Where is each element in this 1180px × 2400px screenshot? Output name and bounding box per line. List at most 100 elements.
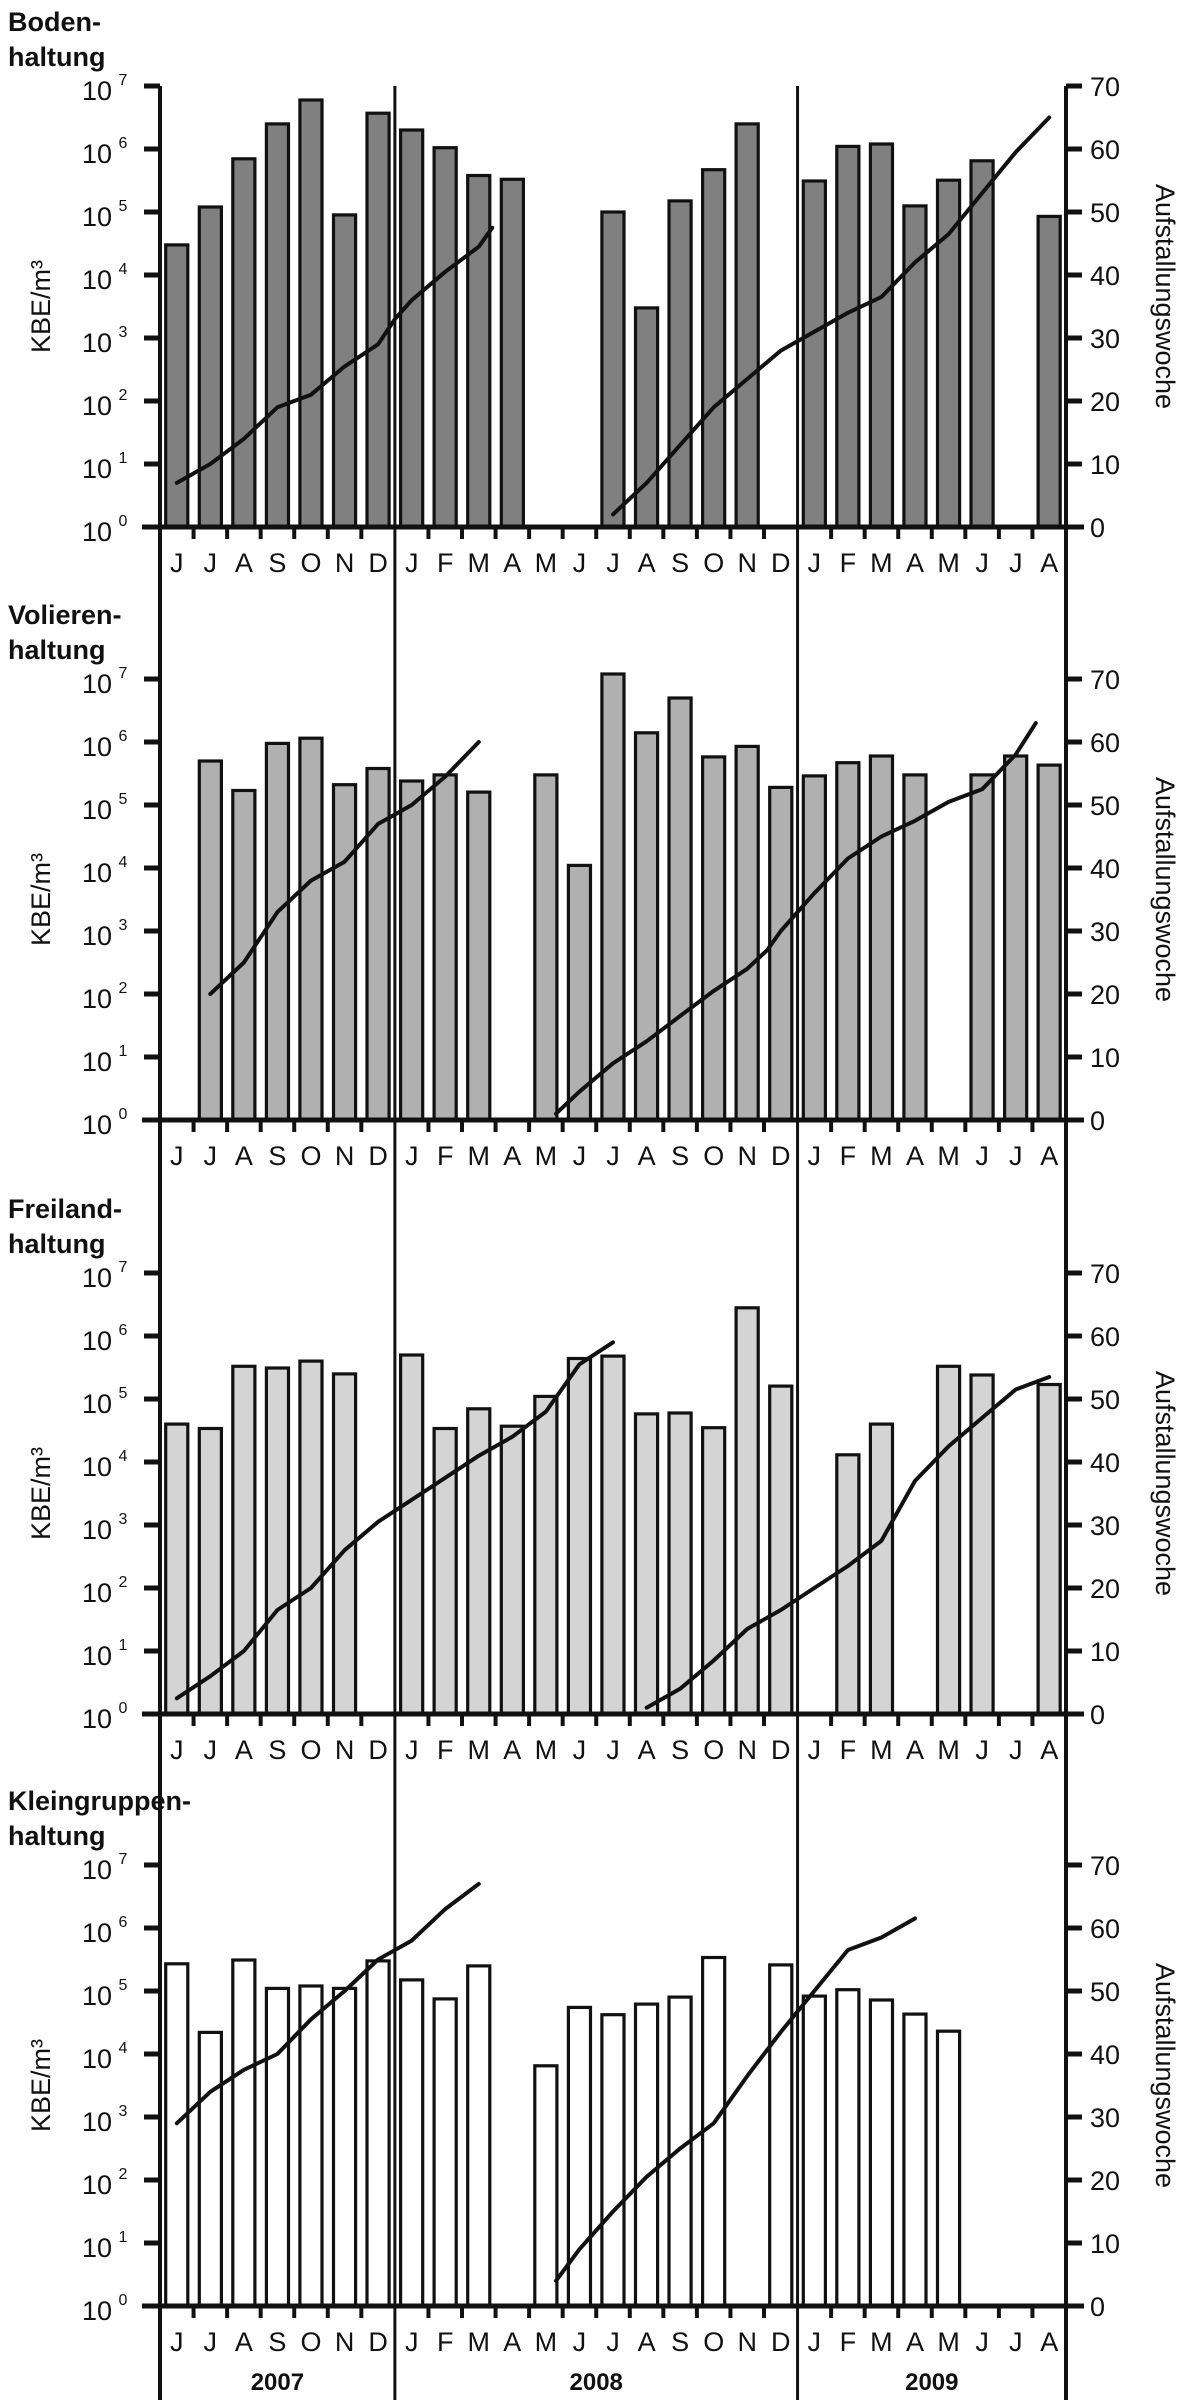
y2-tick-label: 0 <box>1090 2292 1105 2322</box>
month-label: J <box>808 1735 822 1765</box>
y2-tick-label: 70 <box>1090 72 1120 102</box>
month-label: A <box>1040 548 1058 578</box>
y-tick-label: 10 <box>82 1326 112 1356</box>
y-tick-label: 10 <box>82 328 112 358</box>
month-label: M <box>535 2327 558 2357</box>
y-tick-label: 10 <box>82 1515 112 1545</box>
month-label: F <box>840 2327 857 2357</box>
month-label: J <box>975 548 989 578</box>
bar-S-15 <box>667 1411 693 1716</box>
y-tick-exponent: 1 <box>119 2229 128 2246</box>
bar-A-14 <box>633 306 660 529</box>
month-label: F <box>840 1141 857 1171</box>
y-tick-label: 10 <box>82 1263 112 1293</box>
bar-A-14 <box>633 731 660 1122</box>
month-label: J <box>975 2327 989 2357</box>
y2-tick-label: 40 <box>1090 854 1120 884</box>
week-line-2 <box>554 1916 917 2283</box>
y2-tick-label: 70 <box>1090 1259 1120 1289</box>
bar-M-11 <box>533 1394 559 1716</box>
y-tick-label: 10 <box>82 2233 112 2263</box>
y2-tick-label: 50 <box>1090 198 1120 228</box>
y-tick-base: 10 <box>82 1918 112 1948</box>
bar-A-22 <box>902 2012 928 2308</box>
y2-axis-label: Aufstallungswoche <box>1150 1963 1180 2188</box>
year-label-2007: 2007 <box>251 2369 304 2396</box>
month-label: M <box>870 2327 893 2357</box>
month-label: F <box>437 1735 454 1765</box>
bar-M-11 <box>533 2064 559 2308</box>
bar-J-1 <box>197 205 224 529</box>
month-label: A <box>906 548 924 578</box>
month-label: O <box>300 2327 321 2357</box>
month-label: J <box>170 1141 184 1171</box>
month-label: J <box>808 548 822 578</box>
month-label: M <box>870 548 893 578</box>
bar-J-13 <box>600 210 626 529</box>
y-tick-exponent: 7 <box>119 1259 128 1276</box>
month-label: A <box>503 1141 521 1171</box>
week-line-1 <box>208 740 481 996</box>
bar-S-3 <box>264 122 291 529</box>
y-tick-exponent: 7 <box>119 665 128 682</box>
month-label: J <box>606 1141 620 1171</box>
bar-J-19 <box>801 1994 827 2308</box>
month-label: J <box>405 1735 419 1765</box>
month-label: D <box>771 1735 791 1765</box>
y2-tick-label: 20 <box>1090 1574 1120 1604</box>
bar-S-3 <box>264 1986 291 2308</box>
y-tick-exponent: 6 <box>119 1322 128 1339</box>
y-tick-label: 10 <box>82 1389 112 1419</box>
month-label: J <box>573 2327 587 2357</box>
bar-M-21 <box>868 1998 895 2308</box>
y-tick-base: 10 <box>82 1452 112 1482</box>
y-tick-label: 10 <box>82 2044 112 2074</box>
bar-J-19 <box>801 179 827 529</box>
panel-title-line1: Volieren- <box>8 600 122 630</box>
bar-A-2 <box>231 1958 257 2308</box>
month-label: J <box>606 2327 620 2357</box>
y-tick-exponent: 5 <box>119 198 128 215</box>
y-tick-exponent: 3 <box>119 2103 128 2120</box>
y-tick-exponent: 3 <box>119 917 128 934</box>
y2-tick-label: 10 <box>1090 1637 1120 1667</box>
month-label: F <box>840 548 857 578</box>
panel-title-line1: Freiland- <box>8 1194 122 1224</box>
month-label: S <box>268 1141 286 1171</box>
y-tick-base: 10 <box>82 1047 112 1077</box>
bar-M-11 <box>533 773 559 1122</box>
month-label: J <box>606 1735 620 1765</box>
week-line-1 <box>174 225 495 485</box>
y-tick-label: 10 <box>82 1918 112 1948</box>
y2-tick-label: 60 <box>1090 135 1120 165</box>
y-tick-label: 10 <box>82 795 112 825</box>
month-label: J <box>204 1141 218 1171</box>
month-label: S <box>671 548 689 578</box>
y-tick-base: 10 <box>82 1326 112 1356</box>
y-tick-label: 10 <box>82 1578 112 1608</box>
y-tick-base: 10 <box>82 2170 112 2200</box>
bar-F-20 <box>835 144 861 529</box>
month-label: J <box>1009 1141 1023 1171</box>
month-label: N <box>737 1735 757 1765</box>
y-tick-exponent: 2 <box>119 387 128 404</box>
y-tick-base: 10 <box>82 858 112 888</box>
bar-F-20 <box>835 1453 861 1716</box>
panel-title-line1: Kleingruppen- <box>8 1786 191 1816</box>
y-tick-label: 10 <box>82 921 112 951</box>
y-axis-label: KBE/m³ <box>26 853 56 946</box>
y-tick-exponent: 5 <box>119 1977 128 1994</box>
month-label: A <box>235 1735 253 1765</box>
month-label: J <box>1009 2327 1023 2357</box>
y-tick-exponent: 7 <box>119 72 128 89</box>
bar-M-9 <box>466 790 492 1122</box>
bar-A-26 <box>1036 214 1062 529</box>
y-tick-exponent: 4 <box>119 1448 128 1465</box>
y-tick-exponent: 1 <box>119 1637 128 1654</box>
bar-N-17 <box>734 122 760 529</box>
panel-title-line2: haltung <box>8 1821 105 1851</box>
y-tick-label: 10 <box>82 1704 112 1734</box>
